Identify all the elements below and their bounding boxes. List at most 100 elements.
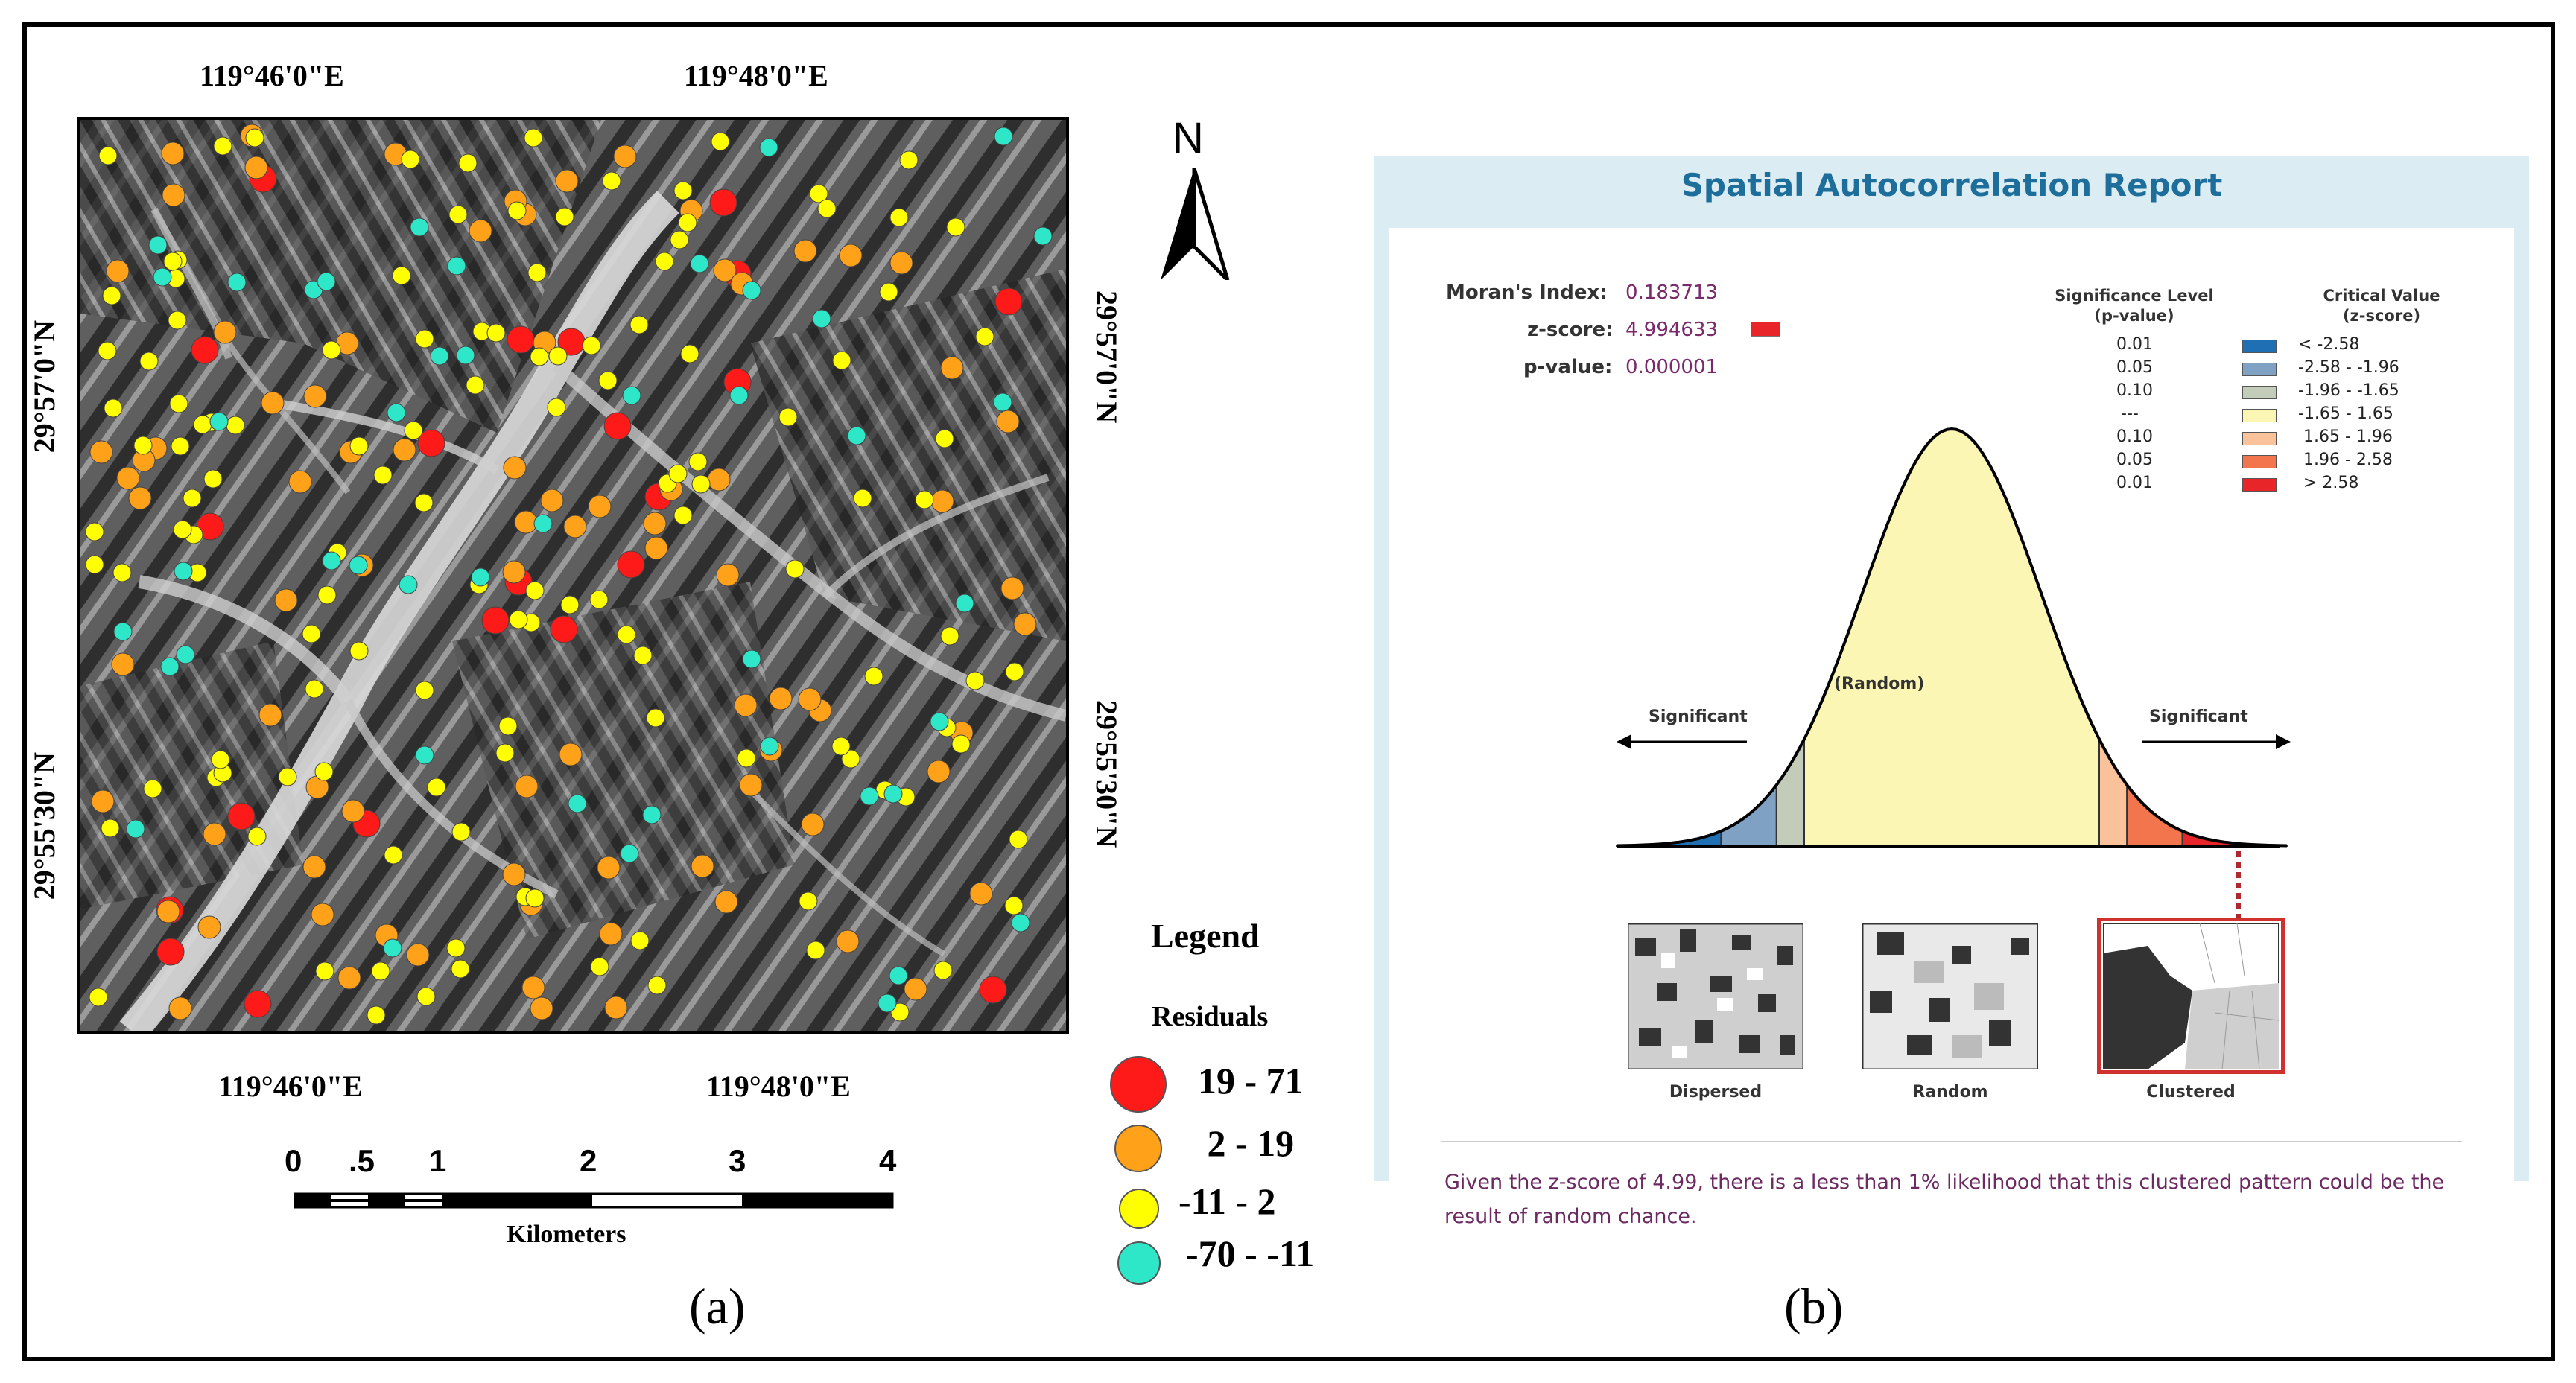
residual-point [244, 990, 272, 1018]
residual-point [951, 734, 971, 754]
residual-point [716, 563, 740, 587]
subfigure-label-a: (a) [689, 1278, 746, 1335]
top-lon-label-1: 119°46'0"E [200, 59, 344, 92]
residual-point [889, 208, 909, 227]
report-divider [1441, 1141, 2462, 1142]
residual-point [322, 551, 341, 570]
residual-point [245, 128, 264, 147]
residual-point [899, 150, 919, 170]
residual-point [387, 403, 406, 422]
residual-point [548, 346, 568, 366]
residual-point [392, 266, 411, 285]
residual-point [451, 822, 471, 842]
left-lat-label-1: 29°57'0"N [28, 320, 61, 454]
residual-point [126, 819, 145, 839]
residual-point [555, 169, 579, 193]
residual-point [191, 336, 219, 364]
critical-value: 1.96 - 2.58 [2298, 451, 2393, 469]
residual-point [690, 254, 709, 273]
residual-point [935, 429, 954, 448]
residual-point [404, 421, 423, 440]
sig-level-value: 0.01 [2116, 474, 2153, 492]
residual-point [213, 136, 232, 156]
residual-point [930, 712, 949, 731]
residual-point [315, 961, 334, 981]
residual-point [975, 327, 994, 346]
residual-point [714, 890, 738, 914]
sig-color-swatch [2242, 363, 2277, 376]
residual-point [655, 252, 674, 271]
residual-point [806, 941, 825, 960]
residual-point [734, 693, 758, 717]
sig-level-header: Significance Level (p-value) [2055, 287, 2214, 325]
residual-point [448, 205, 468, 224]
legend-swatch-19-71 [1110, 1056, 1167, 1113]
residual-point [707, 468, 731, 492]
bell-band [2098, 738, 2128, 847]
bell-band [1775, 738, 1805, 847]
residual-point [168, 996, 192, 1020]
legend-swatch-2-19 [1114, 1125, 1162, 1172]
random-pattern-label: Random [1912, 1083, 1988, 1101]
residual-point [451, 959, 470, 979]
residual-point [171, 436, 190, 456]
residual-point [668, 464, 688, 483]
residual-point [227, 273, 247, 292]
sig-level-value: 0.10 [2116, 381, 2153, 400]
residual-point [471, 567, 490, 587]
scale-bar-segments [294, 1192, 894, 1209]
residual-point [302, 624, 321, 643]
zscore-swatch [1751, 322, 1780, 337]
residual-point [878, 993, 897, 1013]
residual-point [524, 128, 543, 147]
residual-point [481, 606, 510, 635]
residual-point [604, 996, 628, 1020]
residual-point [969, 882, 993, 906]
residual-point [163, 252, 183, 271]
residual-point [521, 976, 545, 999]
residual-point [176, 645, 195, 664]
residual-point [847, 426, 866, 445]
residual-point [778, 407, 798, 427]
residual-point [133, 436, 153, 455]
residual-point [889, 251, 913, 275]
residual-point [809, 184, 828, 203]
legend-label-minus11-2: -11 - 2 [1178, 1180, 1276, 1222]
residual-point [193, 415, 212, 434]
residual-point [630, 931, 650, 950]
residual-point [314, 762, 334, 781]
pvalue-value: 0.000001 [1625, 356, 1719, 378]
residual-point [933, 961, 953, 980]
north-label: N [1173, 114, 1204, 162]
residual-point [498, 716, 518, 736]
sig-color-swatch [2242, 478, 2277, 492]
residual-point [793, 239, 817, 263]
residual-point [417, 429, 445, 457]
residual-point [691, 854, 714, 878]
residual-point [349, 436, 369, 456]
residual-point [568, 794, 587, 813]
residual-point [1000, 576, 1024, 600]
residual-point [106, 259, 130, 283]
residual-point [502, 560, 526, 584]
residual-point [227, 802, 256, 830]
residual-point [168, 311, 187, 330]
significant-right-label: Significant [2149, 708, 2248, 726]
sig-color-swatch [2242, 340, 2277, 353]
residual-point [1005, 662, 1024, 681]
residual-point [203, 469, 223, 489]
residual-point [589, 590, 609, 609]
residual-point [406, 943, 430, 967]
residual-point [620, 844, 639, 863]
morans-index-value: 0.183713 [1625, 282, 1719, 304]
residual-point [889, 966, 908, 985]
residual-point [469, 219, 492, 243]
residual-point [148, 235, 168, 255]
residual-point [98, 146, 118, 165]
residual-point [111, 652, 135, 676]
legend-label-19-71: 19 - 71 [1198, 1060, 1304, 1101]
residual-point [410, 217, 429, 237]
zscore-value: 4.994633 [1625, 319, 1719, 341]
residual-point [613, 144, 637, 168]
residual-point [785, 559, 805, 579]
